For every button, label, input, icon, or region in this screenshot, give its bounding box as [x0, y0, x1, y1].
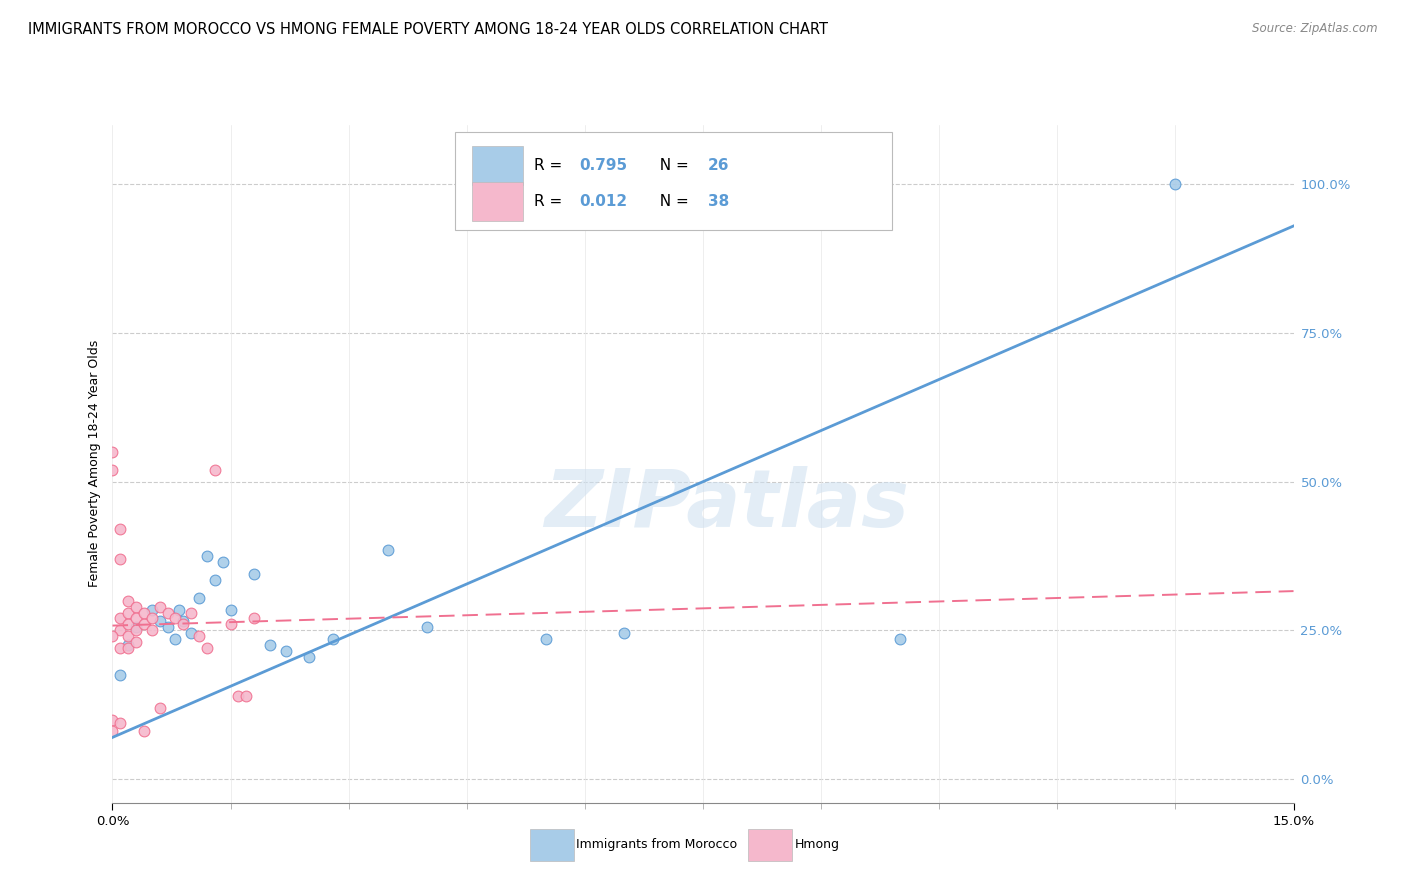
Point [165, 611, 187, 625]
Text: Hmong: Hmong [794, 838, 839, 851]
Point [180, 626, 202, 640]
Point [228, 689, 250, 703]
Point [117, 629, 139, 643]
Y-axis label: Female Poverty Among 18-24 Year Olds: Female Poverty Among 18-24 Year Olds [89, 340, 101, 588]
Point [149, 700, 172, 714]
Point [110, 522, 132, 536]
Point [132, 617, 155, 632]
Point [219, 617, 242, 632]
Point [125, 624, 148, 638]
Point [110, 715, 132, 730]
Point [377, 543, 399, 558]
Point [243, 611, 266, 625]
Point [132, 606, 155, 620]
Point [101, 629, 124, 643]
Point [125, 599, 148, 614]
Point [204, 463, 226, 477]
Point [180, 606, 202, 620]
Point [274, 644, 297, 658]
Point [322, 632, 344, 647]
Point [110, 552, 132, 566]
Point [613, 626, 636, 640]
Point [165, 632, 187, 647]
FancyBboxPatch shape [471, 146, 523, 186]
Point [149, 615, 172, 629]
Point [156, 606, 179, 620]
Text: R =: R = [534, 158, 567, 173]
Point [141, 602, 163, 616]
Point [534, 632, 557, 647]
Point [889, 632, 911, 647]
Point [172, 617, 194, 632]
Point [188, 591, 211, 605]
Point [219, 602, 242, 616]
Text: 26: 26 [707, 158, 730, 173]
Text: R =: R = [534, 194, 567, 209]
Point [117, 641, 139, 656]
Point [211, 555, 233, 569]
Point [195, 641, 218, 656]
Point [141, 624, 163, 638]
Point [117, 617, 139, 632]
Point [101, 724, 124, 739]
Point [117, 638, 139, 652]
Point [188, 629, 211, 643]
Point [1164, 178, 1187, 192]
Point [195, 549, 218, 563]
Point [101, 713, 124, 727]
Point [117, 593, 139, 607]
Text: N =: N = [650, 158, 693, 173]
Point [125, 620, 148, 634]
Point [298, 650, 321, 665]
Point [169, 602, 191, 616]
Point [235, 689, 257, 703]
Text: 0.795: 0.795 [579, 158, 627, 173]
Point [259, 638, 281, 652]
Text: 0.012: 0.012 [579, 194, 627, 209]
Point [117, 606, 139, 620]
FancyBboxPatch shape [471, 182, 523, 221]
Point [110, 641, 132, 656]
Point [101, 445, 124, 459]
Point [132, 724, 155, 739]
Point [156, 620, 179, 634]
Point [125, 635, 148, 649]
Point [204, 573, 226, 587]
FancyBboxPatch shape [456, 132, 891, 230]
Point [141, 611, 163, 625]
Point [149, 599, 172, 614]
Point [416, 620, 439, 634]
Point [110, 668, 132, 682]
Text: Immigrants from Morocco: Immigrants from Morocco [576, 838, 738, 851]
Point [101, 463, 124, 477]
Point [125, 611, 148, 625]
Text: Source: ZipAtlas.com: Source: ZipAtlas.com [1253, 22, 1378, 36]
Text: IMMIGRANTS FROM MOROCCO VS HMONG FEMALE POVERTY AMONG 18-24 YEAR OLDS CORRELATIO: IMMIGRANTS FROM MOROCCO VS HMONG FEMALE … [28, 22, 828, 37]
Point [172, 615, 194, 629]
Text: 38: 38 [707, 194, 728, 209]
Point [243, 566, 266, 581]
Text: N =: N = [650, 194, 693, 209]
Text: ZIPatlas: ZIPatlas [544, 466, 910, 543]
Point [110, 624, 132, 638]
Point [110, 611, 132, 625]
